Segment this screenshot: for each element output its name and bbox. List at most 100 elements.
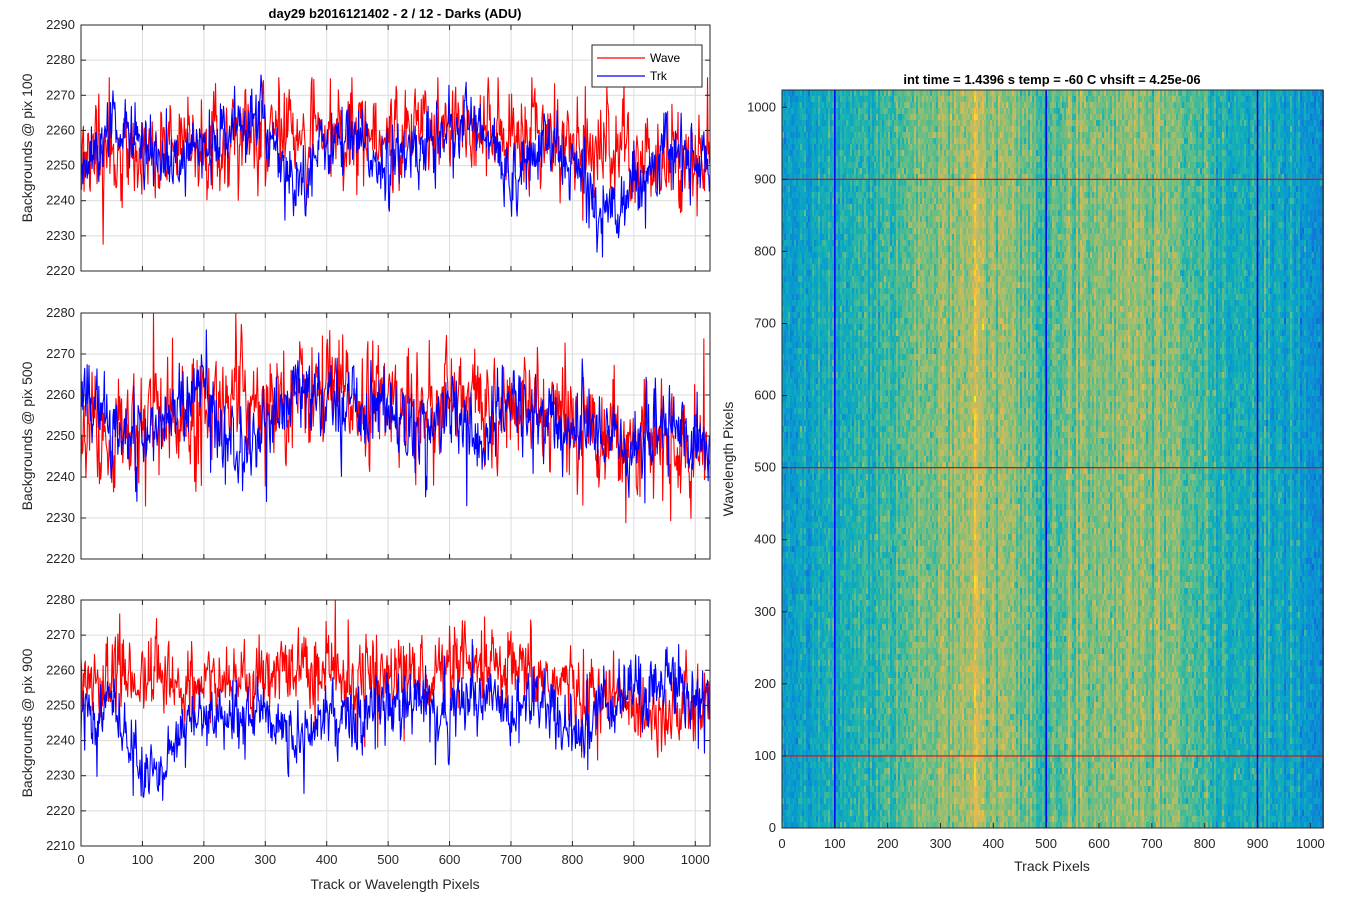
heatmap-cell [818, 348, 820, 354]
heatmap-cell [836, 192, 838, 198]
heatmap-cell [844, 618, 846, 624]
heatmap-cell [808, 216, 810, 222]
heatmap-cell [824, 378, 826, 384]
heatmap-cell [800, 246, 802, 252]
y-tick-label: 2220 [46, 551, 75, 566]
heatmap-cell [828, 516, 830, 522]
heatmap-cell [812, 432, 814, 438]
heatmap-cell [814, 684, 816, 690]
heatmap-cell [848, 294, 850, 300]
heatmap-cell [814, 552, 816, 558]
heatmap-cell [844, 276, 846, 282]
heatmap-cell [840, 546, 842, 552]
heatmap-cell [842, 606, 844, 612]
heatmap-cell [850, 708, 852, 714]
heatmap-cell [844, 558, 846, 564]
heatmap-cell [838, 516, 840, 522]
heatmap-cell [846, 438, 848, 444]
heatmap-cell [814, 546, 816, 552]
heatmap-cell [820, 582, 822, 588]
heatmap-cell [830, 732, 832, 738]
heatmap-cell [786, 222, 788, 228]
heatmap-cell [788, 252, 790, 258]
heatmap-cell [794, 234, 796, 240]
heatmap-cell [794, 150, 796, 156]
heatmap-cell [832, 624, 834, 630]
y-tick-label: 2240 [46, 733, 75, 748]
heatmap-cell [824, 384, 826, 390]
heatmap-cell [816, 438, 818, 444]
heatmap-cell [814, 294, 816, 300]
heatmap-cell [790, 324, 792, 330]
heatmap-cell [800, 528, 802, 534]
heatmap-cell [846, 348, 848, 354]
heatmap-cell [798, 306, 800, 312]
heatmap-cell [794, 492, 796, 498]
heatmap-cell [810, 702, 812, 708]
heatmap-cell [828, 270, 830, 276]
heatmap-cell [846, 192, 848, 198]
heatmap-cell [794, 204, 796, 210]
heatmap-cell [850, 588, 852, 594]
heatmap-cell [788, 426, 790, 432]
heatmap-cell [840, 246, 842, 252]
heatmap-cell [852, 432, 854, 438]
heatmap-cell [848, 312, 850, 318]
heatmap-cell [852, 198, 854, 204]
heatmap-cell [814, 168, 816, 174]
heatmap-cell [854, 666, 856, 672]
heatmap-cell [796, 762, 798, 768]
heatmap-cell [810, 534, 812, 540]
heatmap-cell [842, 726, 844, 732]
heatmap-cell [788, 822, 790, 828]
heatmap-cell [798, 504, 800, 510]
heatmap-cell [832, 402, 834, 408]
heatmap-cell [786, 372, 788, 378]
heatmap-cell [792, 822, 794, 828]
heatmap-cell [794, 786, 796, 792]
heatmap-cell [798, 342, 800, 348]
heatmap-cell [806, 810, 808, 816]
heatmap-cell [850, 312, 852, 318]
heatmap-cell [804, 450, 806, 456]
heatmap-cell [812, 726, 814, 732]
heatmap-cell [804, 432, 806, 438]
legend[interactable]: Wave Trk [592, 45, 702, 87]
heatmap-cell [840, 570, 842, 576]
heatmap-cell [802, 522, 804, 528]
heatmap-cell [850, 504, 852, 510]
heatmap-cell [828, 666, 830, 672]
heatmap-cell [804, 804, 806, 810]
heatmap-cell [804, 228, 806, 234]
heatmap-cell [844, 444, 846, 450]
heatmap-cell [806, 720, 808, 726]
heatmap-cell [824, 204, 826, 210]
heatmap-cell [784, 630, 786, 636]
heatmap-cell [790, 402, 792, 408]
heatmap-cell [800, 204, 802, 210]
heatmap-cell [852, 138, 854, 144]
heatmap-cell [808, 120, 810, 126]
heatmap-cell [816, 558, 818, 564]
heatmap-cell [788, 468, 790, 474]
heatmap-cell [816, 774, 818, 780]
heatmap-cell [822, 210, 824, 216]
heatmap-cell [824, 360, 826, 366]
heatmap-cell [856, 270, 858, 276]
heatmap-cell [846, 588, 848, 594]
heatmap-cell [792, 420, 794, 426]
heatmap-cell [808, 306, 810, 312]
heatmap-cell [814, 132, 816, 138]
heatmap-cell [852, 630, 854, 636]
heatmap-cell [808, 396, 810, 402]
heatmap-cell [796, 816, 798, 822]
heatmap-cell [838, 804, 840, 810]
heatmap-cell [786, 480, 788, 486]
heatmap-cell [806, 96, 808, 102]
heatmap-cell [850, 162, 852, 168]
heatmap-cell [796, 348, 798, 354]
heatmap-cell [842, 330, 844, 336]
heatmap-cell [844, 312, 846, 318]
heatmap-cell [828, 594, 830, 600]
heatmap-cell [848, 522, 850, 528]
